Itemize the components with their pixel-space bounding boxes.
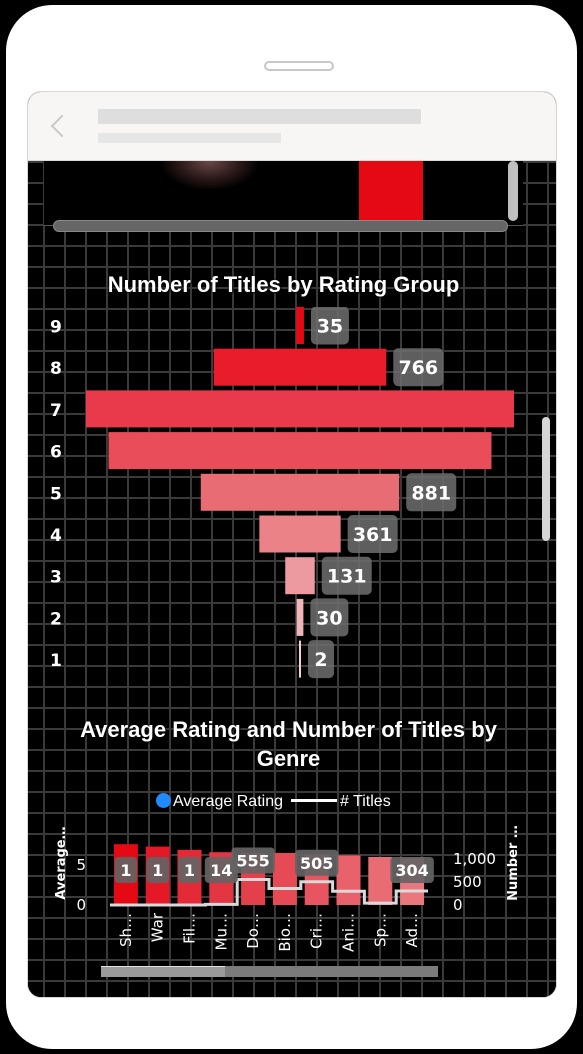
- visual-vertical-scrollbar[interactable]: [508, 161, 518, 221]
- funnel-bar: [296, 307, 304, 344]
- funnel-category-label: 7: [50, 401, 62, 421]
- funnel-data-label-bg: [406, 473, 457, 512]
- funnel-data-label: 766: [398, 357, 438, 379]
- genre-data-label-bg: [390, 857, 434, 883]
- combo-legend[interactable]: Average Rating # Titles: [156, 793, 391, 811]
- genre-category-label: War: [149, 912, 167, 942]
- funnel-chart-title: Number of Titles by Rating Group: [107, 272, 460, 297]
- app-window: Number of Titles by Rating Group 9 35 8 766…: [27, 91, 557, 998]
- combo-chart[interactable]: Average… Number … 5 0 1,000 500 0 Sh… War Fil… Mu……: [28, 821, 557, 971]
- right-tick-label: 1,000: [453, 850, 496, 868]
- genre-data-label-bg: [114, 857, 138, 883]
- funnel-data-label: 35: [317, 316, 343, 338]
- app-header: [28, 92, 556, 161]
- genre-data-label-bg: [294, 849, 339, 876]
- visual-horizontal-scrollbar[interactable]: [53, 220, 508, 232]
- subtitle-placeholder: [98, 133, 281, 143]
- funnel-bar: [200, 473, 400, 511]
- genre-category-label: Mu…: [212, 913, 230, 950]
- right-axis-title: Number …: [506, 825, 521, 901]
- funnel-bar: [108, 432, 492, 470]
- poster-image: [162, 161, 257, 189]
- genre-data-label: 1: [120, 861, 131, 880]
- right-tick-label: 500: [453, 873, 482, 891]
- funnel-category-label: 9: [50, 318, 62, 338]
- genre-category-label: Sh…: [117, 913, 135, 947]
- left-tick-label: 5: [76, 856, 86, 874]
- genre-data-label-bg: [146, 857, 169, 883]
- genre-data-label: 505: [300, 854, 333, 873]
- genre-bar: [272, 853, 297, 905]
- funnel-category-label: 4: [50, 526, 62, 546]
- genre-category-label: Do…: [244, 913, 262, 949]
- funnel-category-label: 8: [50, 359, 62, 379]
- funnel-data-label-bg: [310, 307, 349, 345]
- funnel-category-label: 1: [50, 651, 62, 671]
- legend-titles: # Titles: [340, 793, 391, 810]
- funnel-chart[interactable]: 9 35 8 766 7 6 5 881 4 361 3 131 2 30 1 2: [28, 307, 557, 687]
- genre-category-label: Cri…: [308, 913, 326, 949]
- genre-data-label: 14: [210, 861, 232, 880]
- funnel-data-label-bg: [347, 515, 398, 553]
- legend-dot-icon: [156, 793, 171, 808]
- left-tick-label: 0: [76, 896, 86, 914]
- top-red-bar: [359, 161, 423, 221]
- funnel-data-label: 361: [353, 524, 393, 546]
- funnel-category-label: 6: [50, 443, 62, 463]
- right-tick-label: 0: [453, 896, 463, 914]
- funnel-bar: [299, 640, 301, 678]
- titles-line: [110, 877, 428, 907]
- genre-data-label: 555: [236, 851, 269, 870]
- funnel-category-label: 3: [50, 568, 62, 588]
- funnel-bar: [86, 390, 514, 428]
- phone-speaker: [264, 61, 334, 71]
- funnel-bar: [296, 598, 304, 636]
- title-placeholder: [98, 109, 421, 124]
- funnel-category-label: 5: [50, 484, 62, 504]
- funnel-data-label: 131: [327, 566, 367, 588]
- left-axis-title: Average…: [54, 826, 69, 899]
- genre-bar: [368, 857, 393, 905]
- funnel-data-label: 30: [316, 607, 342, 629]
- combo-chart-title: Average Rating and Number of Titles by G…: [80, 717, 497, 771]
- range-slider-selection[interactable]: [101, 966, 225, 977]
- funnel-bar: [259, 515, 341, 553]
- genre-data-label: 1: [184, 861, 195, 880]
- funnel-category-label: 2: [50, 609, 62, 629]
- genre-category-label: Ad…: [403, 913, 421, 948]
- legend-line-icon: [291, 799, 337, 802]
- legend-average-rating: Average Rating: [173, 793, 283, 810]
- genre-category-label: Ani…: [340, 913, 358, 952]
- funnel-data-label-bg: [321, 556, 372, 595]
- genre-bar: [336, 855, 361, 905]
- funnel-bar: [213, 348, 387, 386]
- genre-category-label: Bio…: [276, 913, 294, 952]
- funnel-data-label-bg: [308, 640, 334, 679]
- funnel-data-label: 881: [411, 482, 451, 504]
- page-scrollbar[interactable]: [542, 417, 550, 541]
- funnel-data-label: 2: [314, 649, 327, 671]
- genre-data-label: 304: [395, 861, 428, 880]
- funnel-data-label-bg: [393, 348, 444, 387]
- top-visual: [44, 161, 523, 226]
- report-canvas[interactable]: Number of Titles by Rating Group 9 35 8 766…: [28, 161, 557, 997]
- genre-data-label: 1: [152, 861, 163, 880]
- genre-category-label: Sp…: [371, 913, 389, 947]
- back-arrow-icon[interactable]: [50, 114, 74, 138]
- funnel-bar: [285, 557, 315, 595]
- genre-data-label-bg: [231, 847, 275, 874]
- funnel-data-label-bg: [310, 598, 349, 637]
- genre-data-label-bg: [204, 857, 238, 883]
- genre-category-label: Fil…: [181, 913, 199, 944]
- range-slider-track[interactable]: [101, 966, 438, 977]
- genre-data-label-bg: [178, 857, 201, 883]
